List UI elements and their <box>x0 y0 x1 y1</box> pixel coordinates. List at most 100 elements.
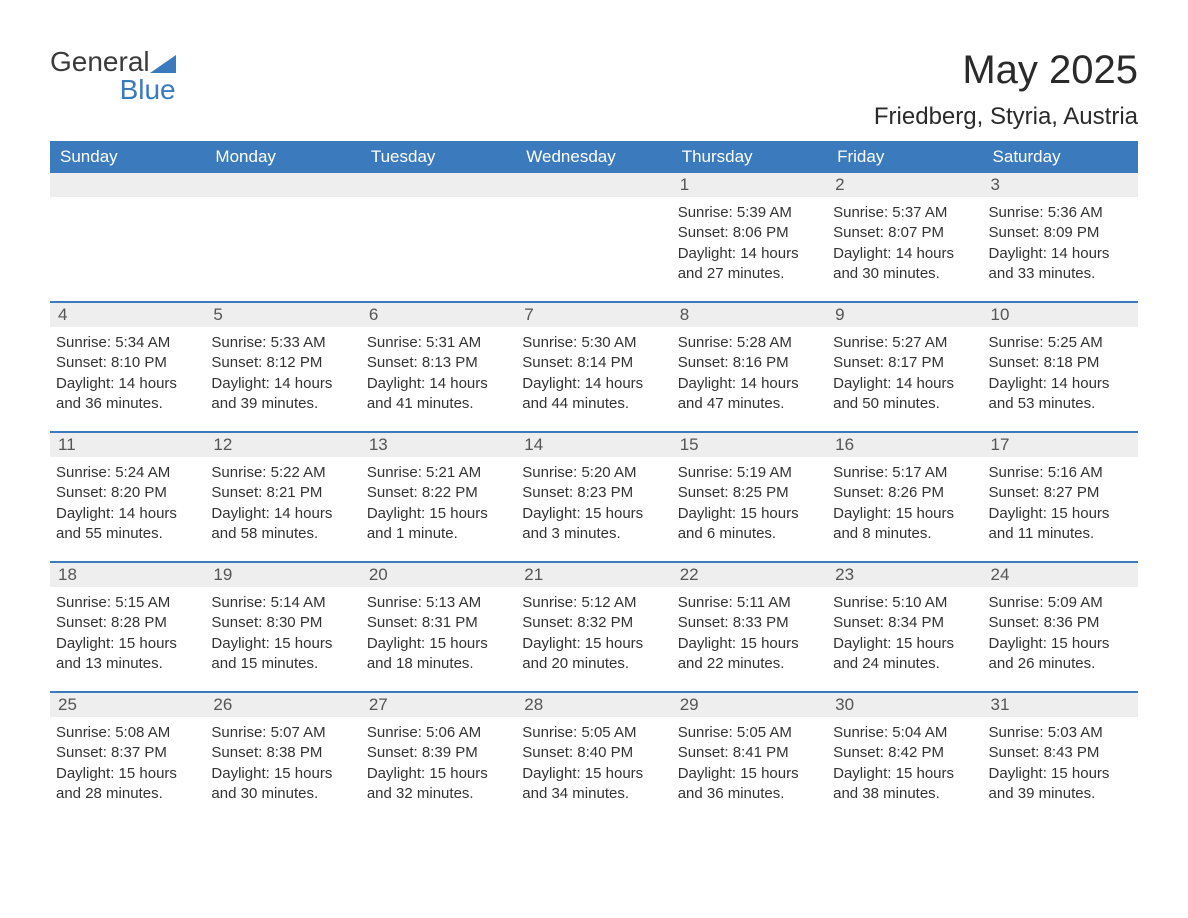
sunrise-text: Sunrise: 5:30 AM <box>522 333 663 353</box>
sunset-text: Sunset: 8:23 PM <box>522 483 663 503</box>
day-details: Sunrise: 5:39 AMSunset: 8:06 PMDaylight:… <box>672 197 827 290</box>
day-details: Sunrise: 5:08 AMSunset: 8:37 PMDaylight:… <box>50 717 205 810</box>
sunset-text: Sunset: 8:30 PM <box>211 613 352 633</box>
daylight-line1: Daylight: 14 hours <box>833 244 974 264</box>
day-details: Sunrise: 5:17 AMSunset: 8:26 PMDaylight:… <box>827 457 982 550</box>
sunset-text: Sunset: 8:28 PM <box>56 613 197 633</box>
calendar-day: 20Sunrise: 5:13 AMSunset: 8:31 PMDayligh… <box>361 563 516 691</box>
day-details: Sunrise: 5:03 AMSunset: 8:43 PMDaylight:… <box>983 717 1138 810</box>
daylight-line1: Daylight: 14 hours <box>211 374 352 394</box>
sunrise-text: Sunrise: 5:14 AM <box>211 593 352 613</box>
dow-saturday: Saturday <box>983 141 1138 173</box>
dow-monday: Monday <box>205 141 360 173</box>
day-number: 28 <box>516 693 671 717</box>
sunrise-text: Sunrise: 5:09 AM <box>989 593 1130 613</box>
day-number: 5 <box>205 303 360 327</box>
daylight-line1: Daylight: 15 hours <box>678 764 819 784</box>
sunset-text: Sunset: 8:14 PM <box>522 353 663 373</box>
day-number: 30 <box>827 693 982 717</box>
sunrise-text: Sunrise: 5:22 AM <box>211 463 352 483</box>
sunset-text: Sunset: 8:13 PM <box>367 353 508 373</box>
daylight-line2: and 30 minutes. <box>833 264 974 284</box>
dow-thursday: Thursday <box>672 141 827 173</box>
day-number: 18 <box>50 563 205 587</box>
daylight-line1: Daylight: 15 hours <box>367 764 508 784</box>
daylight-line2: and 44 minutes. <box>522 394 663 414</box>
day-number: 21 <box>516 563 671 587</box>
sunset-text: Sunset: 8:21 PM <box>211 483 352 503</box>
calendar-day: 16Sunrise: 5:17 AMSunset: 8:26 PMDayligh… <box>827 433 982 561</box>
sunset-text: Sunset: 8:20 PM <box>56 483 197 503</box>
day-details: Sunrise: 5:04 AMSunset: 8:42 PMDaylight:… <box>827 717 982 810</box>
sunset-text: Sunset: 8:32 PM <box>522 613 663 633</box>
daylight-line2: and 58 minutes. <box>211 524 352 544</box>
dow-tuesday: Tuesday <box>361 141 516 173</box>
daylight-line1: Daylight: 14 hours <box>989 374 1130 394</box>
daylight-line2: and 36 minutes. <box>56 394 197 414</box>
sunset-text: Sunset: 8:16 PM <box>678 353 819 373</box>
sunset-text: Sunset: 8:41 PM <box>678 743 819 763</box>
daylight-line1: Daylight: 15 hours <box>989 764 1130 784</box>
calendar-day: 4Sunrise: 5:34 AMSunset: 8:10 PMDaylight… <box>50 303 205 431</box>
daylight-line2: and 47 minutes. <box>678 394 819 414</box>
daylight-line2: and 30 minutes. <box>211 784 352 804</box>
calendar-day <box>50 173 205 301</box>
calendar-day: 13Sunrise: 5:21 AMSunset: 8:22 PMDayligh… <box>361 433 516 561</box>
header: General Blue May 2025 Friedberg, Styria,… <box>50 48 1138 131</box>
sunrise-text: Sunrise: 5:11 AM <box>678 593 819 613</box>
sunset-text: Sunset: 8:09 PM <box>989 223 1130 243</box>
day-number: 10 <box>983 303 1138 327</box>
sunset-text: Sunset: 8:10 PM <box>56 353 197 373</box>
day-number: 14 <box>516 433 671 457</box>
day-details: Sunrise: 5:12 AMSunset: 8:32 PMDaylight:… <box>516 587 671 680</box>
daylight-line1: Daylight: 14 hours <box>56 374 197 394</box>
sunset-text: Sunset: 8:12 PM <box>211 353 352 373</box>
day-details: Sunrise: 5:09 AMSunset: 8:36 PMDaylight:… <box>983 587 1138 680</box>
day-number <box>50 173 205 197</box>
sunset-text: Sunset: 8:25 PM <box>678 483 819 503</box>
daylight-line2: and 1 minute. <box>367 524 508 544</box>
daylight-line2: and 24 minutes. <box>833 654 974 674</box>
sunrise-text: Sunrise: 5:28 AM <box>678 333 819 353</box>
daylight-line2: and 27 minutes. <box>678 264 819 284</box>
day-number: 26 <box>205 693 360 717</box>
day-details: Sunrise: 5:28 AMSunset: 8:16 PMDaylight:… <box>672 327 827 420</box>
day-number: 11 <box>50 433 205 457</box>
daylight-line1: Daylight: 15 hours <box>211 764 352 784</box>
calendar-week: 18Sunrise: 5:15 AMSunset: 8:28 PMDayligh… <box>50 561 1138 691</box>
dow-wednesday: Wednesday <box>516 141 671 173</box>
sunset-text: Sunset: 8:37 PM <box>56 743 197 763</box>
sunrise-text: Sunrise: 5:24 AM <box>56 463 197 483</box>
day-number: 31 <box>983 693 1138 717</box>
daylight-line1: Daylight: 15 hours <box>989 504 1130 524</box>
day-number: 4 <box>50 303 205 327</box>
day-number: 16 <box>827 433 982 457</box>
sunset-text: Sunset: 8:06 PM <box>678 223 819 243</box>
sunrise-text: Sunrise: 5:12 AM <box>522 593 663 613</box>
day-number: 19 <box>205 563 360 587</box>
sunrise-text: Sunrise: 5:25 AM <box>989 333 1130 353</box>
daylight-line2: and 33 minutes. <box>989 264 1130 284</box>
sunrise-text: Sunrise: 5:37 AM <box>833 203 974 223</box>
daylight-line1: Daylight: 15 hours <box>367 504 508 524</box>
day-number: 13 <box>361 433 516 457</box>
calendar-day: 30Sunrise: 5:04 AMSunset: 8:42 PMDayligh… <box>827 693 982 821</box>
dow-friday: Friday <box>827 141 982 173</box>
day-number: 24 <box>983 563 1138 587</box>
day-details: Sunrise: 5:36 AMSunset: 8:09 PMDaylight:… <box>983 197 1138 290</box>
day-details: Sunrise: 5:30 AMSunset: 8:14 PMDaylight:… <box>516 327 671 420</box>
daylight-line2: and 39 minutes. <box>989 784 1130 804</box>
day-details: Sunrise: 5:24 AMSunset: 8:20 PMDaylight:… <box>50 457 205 550</box>
daylight-line2: and 8 minutes. <box>833 524 974 544</box>
day-number: 1 <box>672 173 827 197</box>
day-number: 22 <box>672 563 827 587</box>
sunrise-text: Sunrise: 5:16 AM <box>989 463 1130 483</box>
calendar-day: 5Sunrise: 5:33 AMSunset: 8:12 PMDaylight… <box>205 303 360 431</box>
calendar-week: 11Sunrise: 5:24 AMSunset: 8:20 PMDayligh… <box>50 431 1138 561</box>
day-number: 20 <box>361 563 516 587</box>
daylight-line1: Daylight: 15 hours <box>367 634 508 654</box>
calendar-day: 17Sunrise: 5:16 AMSunset: 8:27 PMDayligh… <box>983 433 1138 561</box>
sunrise-text: Sunrise: 5:03 AM <box>989 723 1130 743</box>
daylight-line1: Daylight: 15 hours <box>522 634 663 654</box>
calendar-day: 1Sunrise: 5:39 AMSunset: 8:06 PMDaylight… <box>672 173 827 301</box>
